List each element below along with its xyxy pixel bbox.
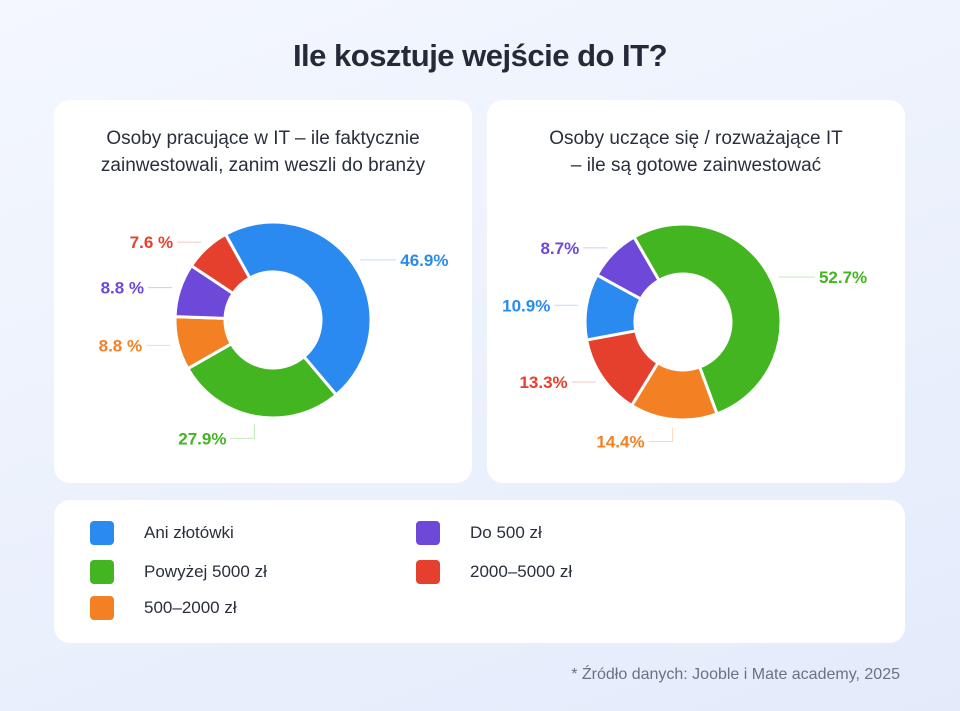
right-donut-chart: 52.7% 14.4% 13.3% 10.9% 8.7% bbox=[502, 222, 867, 451]
leader-line bbox=[230, 424, 255, 439]
left-chart-title: Osoby pracujące w IT – ile faktycznie za… bbox=[54, 125, 472, 179]
legend-label: Do 500 zł bbox=[470, 523, 542, 542]
data-label: 8.8 % bbox=[101, 279, 144, 298]
legend-swatch bbox=[416, 560, 440, 584]
page-title: Ile kosztuje wejście do IT? bbox=[292, 38, 668, 73]
legend-swatch bbox=[90, 596, 114, 620]
legend-item-2000-5000: 2000–5000 zł bbox=[416, 560, 572, 584]
legend-label: Ani złotówki bbox=[144, 523, 234, 542]
legend-swatch bbox=[90, 560, 114, 584]
donut-slice-0 bbox=[223, 220, 373, 398]
data-label: 14.4% bbox=[596, 432, 644, 451]
right-chart-card: Osoby uczące się / rozważające IT – ile … bbox=[487, 100, 905, 483]
donut-slice-1 bbox=[185, 341, 339, 420]
data-label: 8.8 % bbox=[99, 336, 142, 355]
title-line: zainwestowali, zanim weszli do branży bbox=[100, 155, 426, 176]
data-label: 10.9% bbox=[502, 296, 550, 315]
leader-line bbox=[648, 427, 674, 442]
data-label: 46.9% bbox=[400, 251, 448, 270]
data-label: 27.9% bbox=[178, 429, 226, 448]
title-line: Osoby uczące się / rozważające IT bbox=[549, 128, 843, 149]
data-label: 13.3% bbox=[519, 373, 567, 392]
left-chart-card: Osoby pracujące w IT – ile faktycznie za… bbox=[54, 100, 472, 483]
data-label: 52.7% bbox=[819, 268, 867, 287]
title-line: Osoby pracujące w IT – ile faktycznie bbox=[106, 128, 420, 149]
right-chart-title: Osoby uczące się / rozważające IT – ile … bbox=[487, 125, 905, 179]
legend-swatch bbox=[416, 521, 440, 545]
donut-slice-4 bbox=[594, 235, 662, 301]
donut-slice-4 bbox=[189, 232, 252, 296]
legend-item-ani-zlotowki: Ani złotówki bbox=[90, 521, 234, 545]
legend-item-powyzej-5000: Powyżej 5000 zł bbox=[90, 560, 267, 584]
legend-label: Powyżej 5000 zł bbox=[144, 562, 267, 581]
data-label: 8.7% bbox=[540, 239, 579, 258]
left-donut-chart: 46.9% 27.9% 8.8 % 8.8 % 7.6 % bbox=[99, 220, 448, 448]
legend-item-500-2000: 500–2000 zł bbox=[90, 596, 237, 620]
donut-slice-0 bbox=[631, 222, 783, 416]
data-label: 7.6 % bbox=[130, 233, 173, 252]
source-note: * Źródło danych: Jooble i Mate academy, … bbox=[571, 666, 900, 683]
title-line: – ile są gotowe zainwestować bbox=[570, 155, 822, 176]
legend-item-do-500: Do 500 zł bbox=[416, 521, 542, 545]
legend-label: 500–2000 zł bbox=[144, 598, 237, 617]
legend-label: 2000–5000 zł bbox=[470, 562, 573, 581]
legend-card: Ani złotówki Do 500 zł Powyżej 5000 zł 2… bbox=[54, 500, 905, 643]
legend-swatch bbox=[90, 521, 114, 545]
